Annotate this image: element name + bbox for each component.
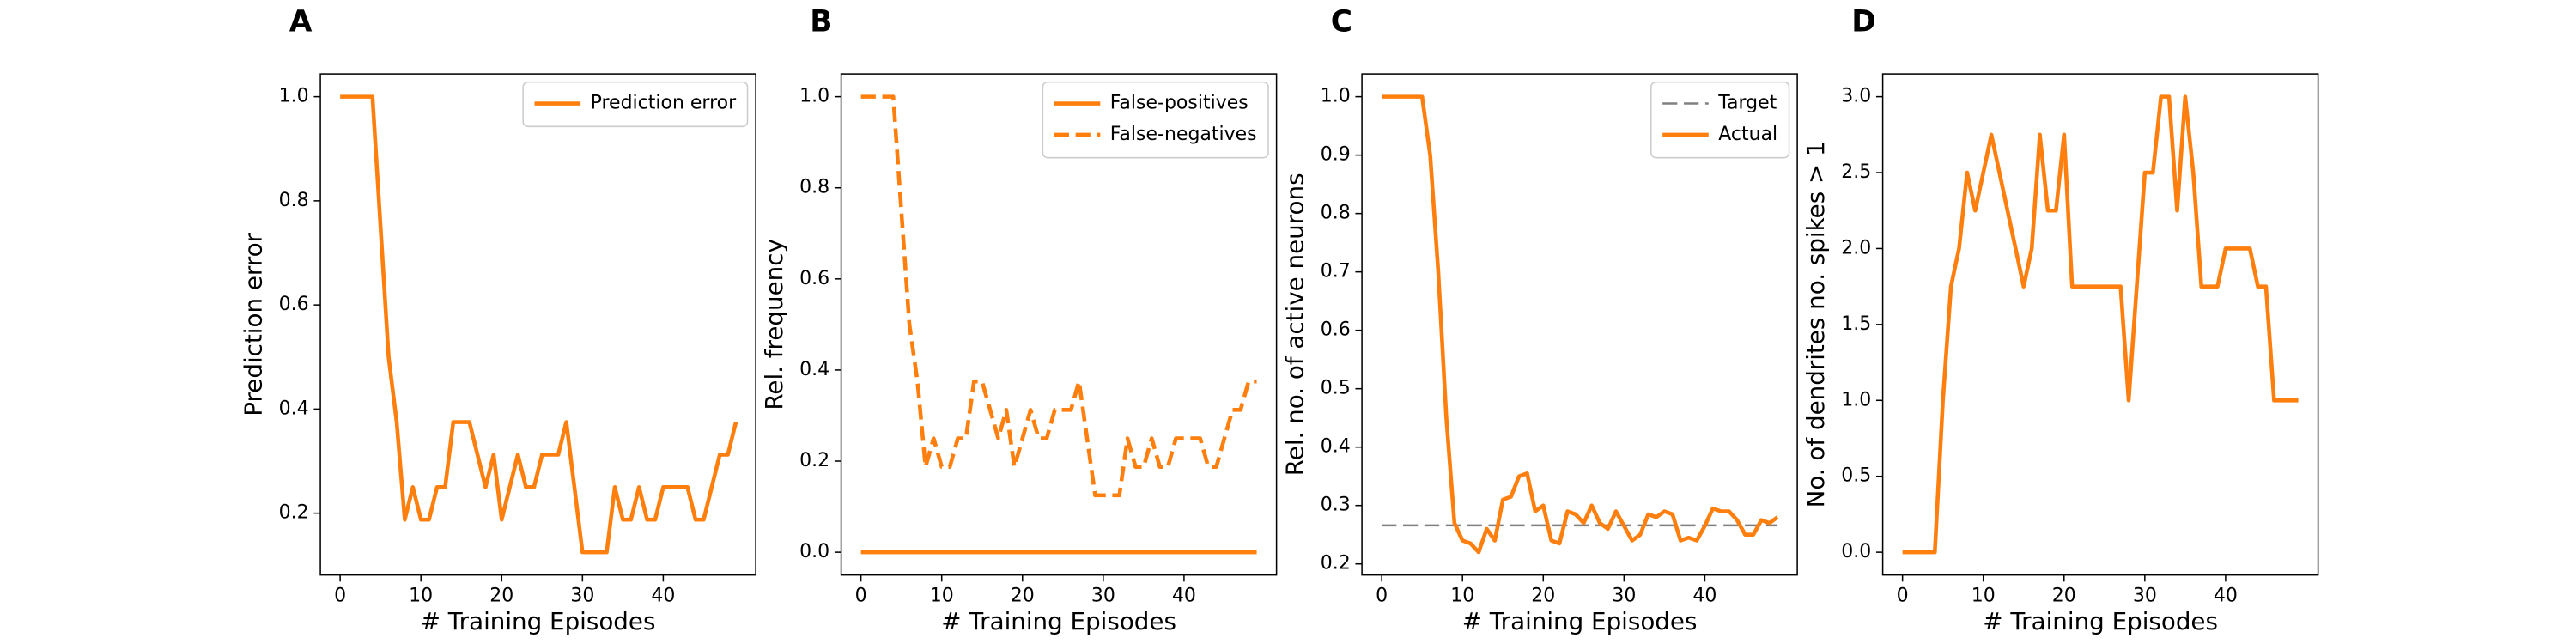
y-tick-label: 1.5 (1841, 313, 1871, 335)
x-axis-label: # Training Episodes (421, 607, 656, 635)
axes-frame (840, 73, 1278, 576)
x-tick-label: 0 (1376, 586, 1388, 607)
x-tick-label: 40 (2214, 586, 2238, 607)
data-line (1382, 94, 1779, 555)
data-line (1902, 94, 2299, 555)
x-axis-label: # Training Episodes (1983, 607, 2218, 635)
x-tick-label: 20 (1531, 586, 1555, 607)
y-tick-label: 1.0 (1321, 86, 1351, 107)
y-tick-label: 0.4 (799, 359, 829, 380)
x-tick-label: 20 (2052, 586, 2076, 607)
legend: Target Actual (1650, 81, 1790, 159)
y-tick-label: 2.5 (1841, 161, 1871, 183)
x-axis-label: # Training Episodes (1462, 607, 1698, 635)
x-tick-label: 30 (2133, 586, 2157, 607)
panel-title: B (810, 4, 832, 39)
x-tick-label: 30 (1091, 586, 1115, 607)
y-tick-label: 0.2 (279, 502, 309, 524)
y-tick-label: 0.8 (1321, 203, 1351, 224)
y-tick-label: 0.4 (1321, 436, 1351, 458)
y-tick-label: 0.2 (799, 450, 829, 471)
y-tick-label: 0.6 (799, 268, 829, 289)
panel: B 0 10 20 30 40 0.0 0.2 0.4 0.6 0.8 1.0 # Training E… (760, 4, 1278, 635)
legend-box (1650, 81, 1790, 159)
y-axis-label: Rel. no. of active neurons (1281, 173, 1309, 476)
x-tick-label: 40 (1692, 586, 1716, 607)
x-axis-label: # Training Episodes (941, 607, 1176, 635)
panel: C 0 10 20 30 40 0.2 0.3 0.4 0.5 0.6 0.7 0.8 0.9 1.0 # T… (1281, 4, 1798, 635)
legend-label: Prediction error (591, 93, 737, 114)
panel-title: A (289, 4, 313, 39)
data-line (340, 94, 738, 555)
x-tick-label: 0 (855, 586, 867, 607)
data-line (860, 94, 1257, 498)
y-tick-label: 3.0 (1841, 86, 1871, 107)
x-tick-label: 40 (1172, 586, 1196, 607)
y-tick-label: 0.2 (1321, 553, 1351, 574)
panel: A 0 10 20 30 40 0.2 0.4 0.6 0.8 1.0 # Training Epis… (240, 4, 756, 635)
y-tick-label: 0.5 (1841, 465, 1871, 487)
y-tick-label: 2.0 (1841, 237, 1871, 258)
x-tick-label: 10 (1450, 586, 1474, 607)
y-tick-label: 0.8 (799, 177, 829, 198)
y-tick-label: 1.0 (1841, 389, 1871, 410)
x-tick-label: 20 (489, 586, 513, 607)
y-tick-label: 0.6 (1321, 319, 1351, 341)
y-tick-label: 0.6 (279, 294, 309, 315)
y-tick-label: 0.9 (1321, 144, 1351, 166)
y-tick-label: 0.8 (279, 190, 309, 211)
legend-label: False-negatives (1110, 124, 1257, 145)
y-tick-label: 1.0 (799, 86, 829, 107)
x-tick-label: 0 (334, 586, 346, 607)
axes-frame (319, 73, 756, 576)
x-tick-label: 10 (1971, 586, 1996, 607)
y-tick-label: 0.4 (279, 398, 309, 419)
x-tick-label: 20 (1011, 586, 1035, 607)
y-axis-label: Prediction error (240, 232, 268, 416)
panel-title: D (1851, 4, 1876, 39)
legend-box (1042, 81, 1269, 159)
axes-frame (1361, 73, 1798, 576)
x-tick-label: 40 (651, 586, 675, 607)
y-tick-label: 0.7 (1321, 261, 1351, 283)
y-tick-label: 0.3 (1321, 495, 1351, 516)
y-tick-label: 0.0 (799, 541, 829, 562)
legend-label: Target (1717, 93, 1777, 114)
legend: Prediction error (522, 81, 749, 128)
y-axis-label: No. of dendrites no. spikes > 1 (1801, 141, 1830, 507)
legend: False-positives False-negatives (1042, 81, 1269, 159)
y-tick-label: 0.0 (1841, 541, 1871, 562)
x-tick-label: 30 (570, 586, 594, 607)
x-tick-label: 0 (1897, 586, 1909, 607)
legend-label: False-positives (1110, 93, 1249, 114)
legend-label: Actual (1718, 124, 1777, 145)
y-axis-label: Rel. frequency (760, 239, 788, 410)
axes-frame (1881, 73, 2319, 576)
panel-title: C (1331, 4, 1352, 39)
y-tick-label: 1.0 (279, 86, 309, 107)
legend-box (522, 81, 749, 128)
panel: D 0 10 20 30 40 0.0 0.5 1.0 1.5 2.0 2.5 3.0 # Trainin… (1801, 4, 2319, 635)
x-tick-label: 10 (930, 586, 954, 607)
x-tick-label: 30 (1612, 586, 1636, 607)
y-tick-label: 0.5 (1321, 378, 1351, 399)
x-tick-label: 10 (409, 586, 433, 607)
